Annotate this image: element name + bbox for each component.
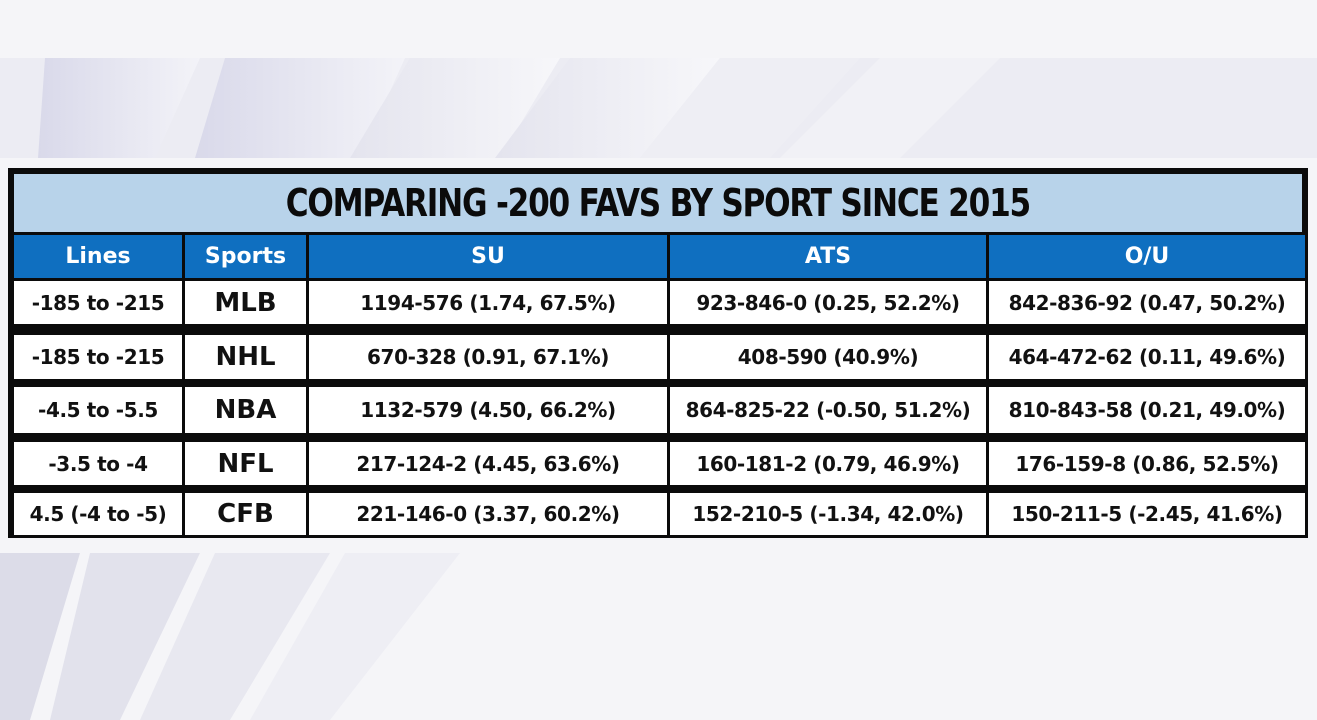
table-row: -185 to -215 NHL 670-328 (0.91, 67.1%) 4…: [14, 335, 1305, 379]
cell-ats: 923-846-0 (0.25, 52.2%): [670, 281, 986, 324]
table-row: -4.5 to -5.5 NBA 1132-579 (4.50, 66.2%) …: [14, 387, 1305, 433]
cell-lines: -3.5 to -4: [14, 442, 182, 485]
cell-lines: 4.5 (-4 to -5): [14, 493, 182, 535]
cell-ou: 464-472-62 (0.11, 49.6%): [989, 335, 1305, 379]
cell-ats: 864-825-22 (-0.50, 51.2%): [670, 387, 986, 433]
table-title-bar: COMPARING -200 FAVS BY SPORT SINCE 2015: [14, 174, 1302, 232]
cell-lines: -4.5 to -5.5: [14, 387, 182, 433]
cell-su: 217-124-2 (4.45, 63.6%): [309, 442, 667, 485]
cell-su: 1132-579 (4.50, 66.2%): [309, 387, 667, 433]
cell-su: 670-328 (0.91, 67.1%): [309, 335, 667, 379]
cell-ats: 152-210-5 (-1.34, 42.0%): [670, 493, 986, 535]
header-sports: Sports: [185, 235, 306, 278]
cell-su: 1194-576 (1.74, 67.5%): [309, 281, 667, 324]
table-row: 4.5 (-4 to -5) CFB 221-146-0 (3.37, 60.2…: [14, 493, 1305, 535]
cell-ou: 810-843-58 (0.21, 49.0%): [989, 387, 1305, 433]
cell-sport: CFB: [185, 493, 306, 535]
header-row: Lines Sports SU ATS O/U: [14, 235, 1305, 278]
table-row: -3.5 to -4 NFL 217-124-2 (4.45, 63.6%) 1…: [14, 442, 1305, 485]
header-su: SU: [309, 235, 667, 278]
cell-lines: -185 to -215: [14, 335, 182, 379]
cell-sport: NHL: [185, 335, 306, 379]
cell-ats: 408-590 (40.9%): [670, 335, 986, 379]
header-lines: Lines: [14, 235, 182, 278]
table-title: COMPARING -200 FAVS BY SPORT SINCE 2015: [285, 181, 1032, 225]
cell-ou: 176-159-8 (0.86, 52.5%): [989, 442, 1305, 485]
header-ou: O/U: [989, 235, 1305, 278]
cell-sport: NFL: [185, 442, 306, 485]
table-row: -185 to -215 MLB 1194-576 (1.74, 67.5%) …: [14, 281, 1305, 324]
cell-lines: -185 to -215: [14, 281, 182, 324]
cell-ou: 150-211-5 (-2.45, 41.6%): [989, 493, 1305, 535]
cell-ats: 160-181-2 (0.79, 46.9%): [670, 442, 986, 485]
cell-sport: NBA: [185, 387, 306, 433]
cell-su: 221-146-0 (3.37, 60.2%): [309, 493, 667, 535]
header-ats: ATS: [670, 235, 986, 278]
comparison-table: COMPARING -200 FAVS BY SPORT SINCE 2015 …: [8, 168, 1308, 538]
cell-ou: 842-836-92 (0.47, 50.2%): [989, 281, 1305, 324]
cell-sport: MLB: [185, 281, 306, 324]
